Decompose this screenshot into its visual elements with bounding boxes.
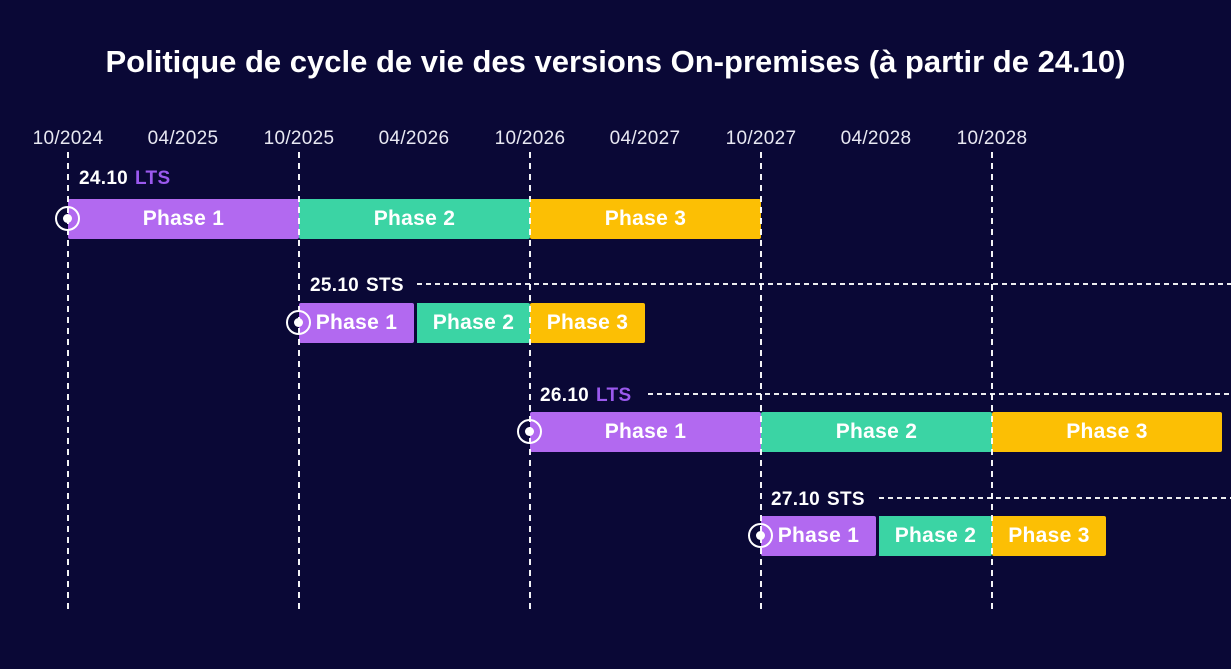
marker-dot (63, 214, 72, 223)
version-number: 26.10 (540, 385, 590, 406)
release-start-marker (748, 523, 773, 548)
support-extension-dashline (648, 393, 1231, 395)
phase-label: Phase 1 (777, 524, 860, 547)
vertical-gridline (991, 152, 993, 610)
release-start-marker (517, 419, 542, 444)
marker-dot (294, 318, 303, 327)
release-start-marker (55, 206, 80, 231)
axis-tick-label: 10/2026 (494, 128, 566, 149)
phase-bar: Phase 2 (876, 516, 992, 556)
chart-title: Politique de cycle de vie des versions O… (105, 44, 1126, 79)
phase-label: Phase 2 (432, 311, 515, 334)
phase-label: Phase 1 (604, 420, 687, 443)
release-start-marker (286, 310, 311, 335)
version-number: 27.10 (771, 489, 821, 510)
phase-label: Phase 3 (546, 311, 629, 334)
support-extension-dashline (879, 497, 1231, 499)
axis-tick-label: 04/2027 (609, 128, 681, 149)
phase-bar: Phase 1 (761, 516, 876, 556)
version-label: 25.10 STS (310, 275, 404, 297)
axis-tick-label: 04/2028 (840, 128, 912, 149)
axis-tick-label: 10/2028 (956, 128, 1028, 149)
version-channel: STS (827, 489, 865, 510)
phase-label: Phase 1 (142, 207, 225, 230)
phase-bar: Phase 1 (68, 199, 299, 239)
vertical-gridline (298, 152, 300, 610)
axis-tick-label: 10/2027 (725, 128, 797, 149)
phase-bar: Phase 2 (414, 303, 530, 343)
phase-bar: Phase 3 (530, 199, 761, 239)
version-label: 26.10 LTS (540, 385, 631, 407)
phase-label: Phase 3 (1066, 420, 1148, 443)
phase-label: Phase 2 (373, 207, 456, 230)
axis-tick-label: 04/2025 (147, 128, 219, 149)
marker-dot (525, 427, 534, 436)
version-label: 27.10 STS (771, 489, 865, 511)
phase-bar: Phase 3 (530, 303, 645, 343)
version-number: 25.10 (310, 275, 360, 296)
phase-bar: Phase 3 (992, 516, 1106, 556)
support-extension-dashline (417, 283, 1231, 285)
phase-bar: Phase 2 (761, 412, 992, 452)
version-channel: STS (366, 275, 404, 296)
vertical-gridline (67, 152, 69, 610)
phase-bar: Phase 1 (299, 303, 414, 343)
phase-label: Phase 3 (604, 207, 687, 230)
phase-label: Phase 2 (835, 420, 918, 443)
version-channel: LTS (596, 385, 632, 406)
phase-label: Phase 3 (1008, 524, 1090, 547)
phase-label: Phase 1 (315, 311, 398, 334)
phase-bar: Phase 1 (530, 412, 761, 452)
axis-tick-label: 10/2024 (32, 128, 104, 149)
axis-tick-label: 04/2026 (378, 128, 450, 149)
version-channel: LTS (135, 168, 171, 189)
phase-bar: Phase 3 (992, 412, 1222, 452)
marker-dot (756, 531, 765, 540)
vertical-gridline (529, 152, 531, 610)
vertical-gridline (760, 152, 762, 610)
axis-tick-label: 10/2025 (263, 128, 335, 149)
version-label: 24.10 LTS (79, 168, 170, 190)
phase-bar: Phase 2 (299, 199, 530, 239)
phase-label: Phase 2 (894, 524, 977, 547)
version-number: 24.10 (79, 168, 129, 189)
